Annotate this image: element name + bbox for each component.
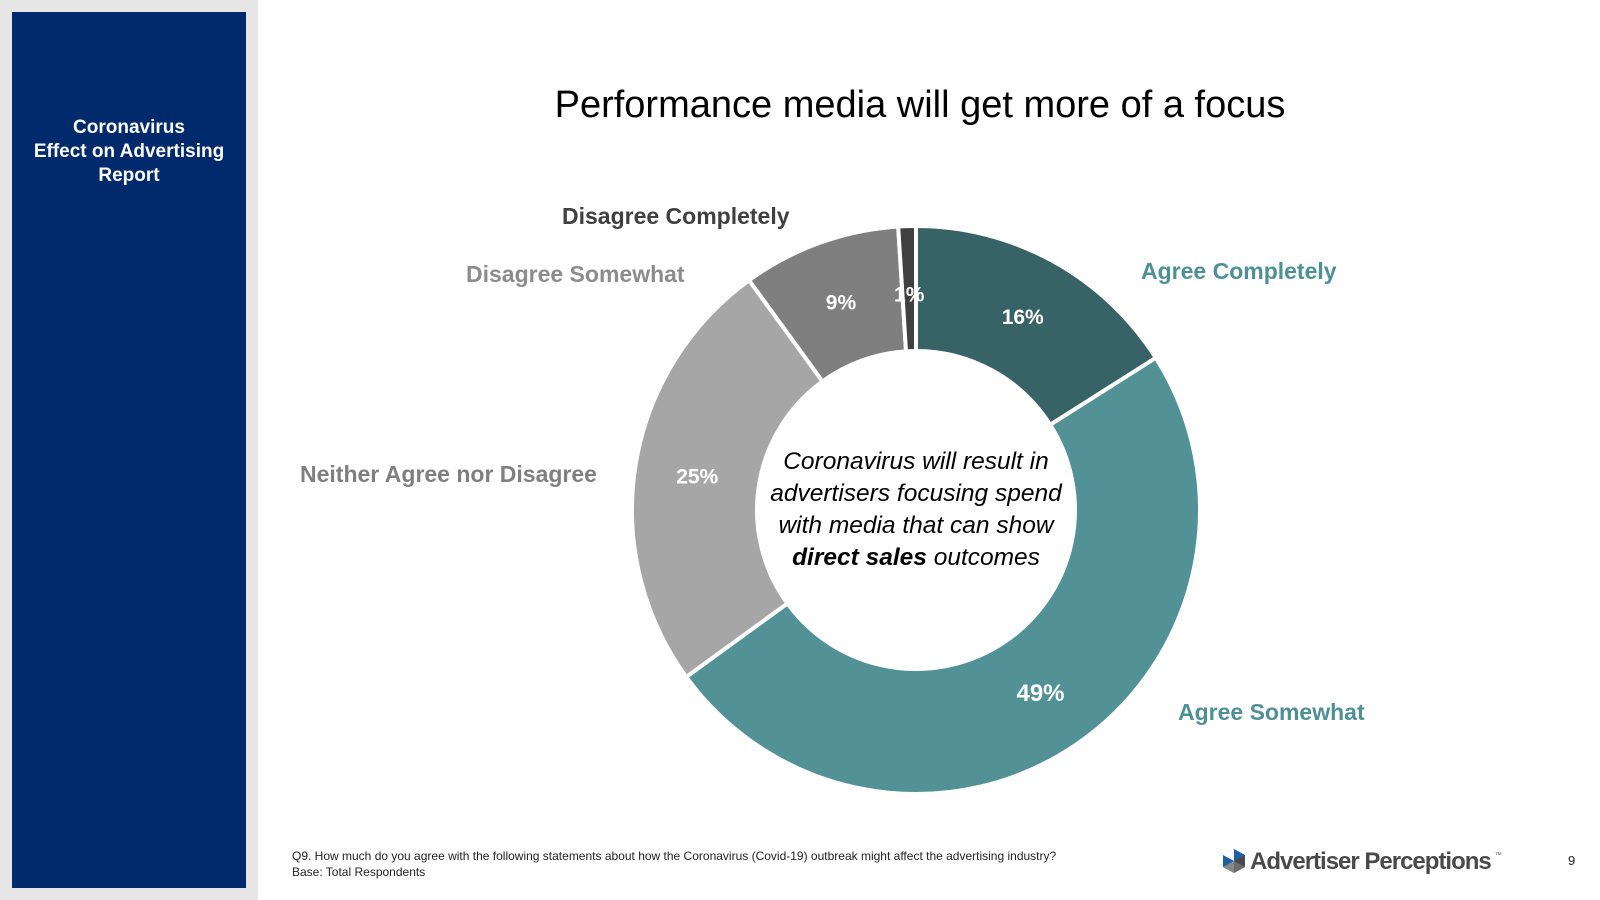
report-title-line: Report (98, 165, 160, 186)
report-title-line: Coronavirus (73, 117, 185, 138)
donut-slice-disagree-completely (896, 223, 918, 354)
center-text-part: Coronavirus will result in advertisers f… (770, 448, 1062, 539)
report-title-line: Effect on Advertising (33, 141, 225, 162)
center-statement: Coronavirus will result in advertisers f… (766, 446, 1066, 574)
footnote-base: Base: Total Respondents (292, 865, 426, 879)
center-text-bold: direct sales (792, 544, 927, 571)
donut-slice-agree-somewhat (683, 355, 1202, 796)
footnote-question: Q9. How much do you agree with the follo… (292, 849, 1057, 863)
legend-label-agree-completely: Agree Completely (1141, 258, 1337, 284)
legend-label-agree-somewhat: Agree Somewhat (1178, 699, 1365, 725)
data-label: 1% (894, 284, 925, 307)
report-title: Coronavirus Effect on Advertising Report (12, 116, 246, 188)
data-label: 9% (826, 292, 857, 315)
legend-label-neither: Neither Agree nor Disagree (300, 461, 597, 487)
center-text-part: outcomes (926, 544, 1040, 571)
advertiser-perceptions-logo: Advertiser Perceptions ™ (1222, 848, 1502, 876)
page-title: Performance media will get more of a foc… (554, 84, 1286, 126)
donut-slice-agree-completely (914, 223, 1159, 428)
data-label: 16% (1002, 306, 1044, 329)
trademark: ™ (1494, 852, 1502, 859)
hexagon-logo-icon (1223, 849, 1245, 873)
data-label: 49% (1016, 680, 1064, 707)
sidebar: Coronavirus Effect on Advertising Report (12, 12, 246, 888)
logo-text: Advertiser Perceptions (1250, 848, 1492, 875)
page-number: 9 (1568, 853, 1576, 868)
legend-label-disagree-somewhat: Disagree Somewhat (466, 261, 685, 287)
data-label: 25% (676, 465, 718, 488)
legend-label-disagree-completely: Disagree Completely (562, 203, 790, 229)
footnote: Q9. How much do you agree with the follo… (292, 848, 1056, 880)
donut-slice-neither-agree-nor-disagree (630, 277, 826, 680)
